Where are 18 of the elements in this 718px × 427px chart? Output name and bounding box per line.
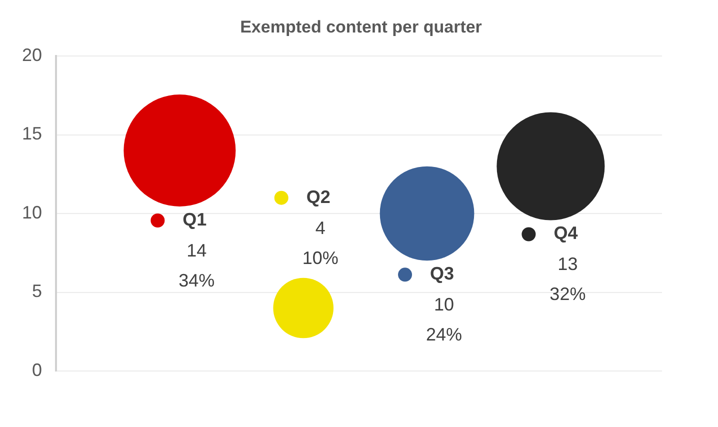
legend-label: Q2 [306, 186, 330, 207]
y-tick-label: 20 [22, 44, 42, 65]
data-label: 14 [186, 240, 207, 260]
legend-label: Q1 [182, 209, 207, 230]
y-tick-label: 5 [32, 281, 42, 302]
y-tick-label: 0 [32, 360, 42, 380]
annotation: 32% [550, 284, 586, 304]
data-label: 13 [558, 254, 578, 274]
legend-label: Q4 [554, 223, 578, 244]
annotation: 24% [426, 324, 462, 345]
data-label: 4 [315, 218, 326, 238]
y-tick-label: 15 [22, 124, 42, 144]
chart-title: Exempted content per quarter [240, 17, 482, 36]
annotation: 34% [178, 270, 215, 290]
data-label: 10 [434, 294, 454, 315]
y-tick-label: 10 [22, 202, 42, 222]
annotation: 10% [302, 248, 338, 268]
legend-label: Q3 [430, 264, 454, 284]
